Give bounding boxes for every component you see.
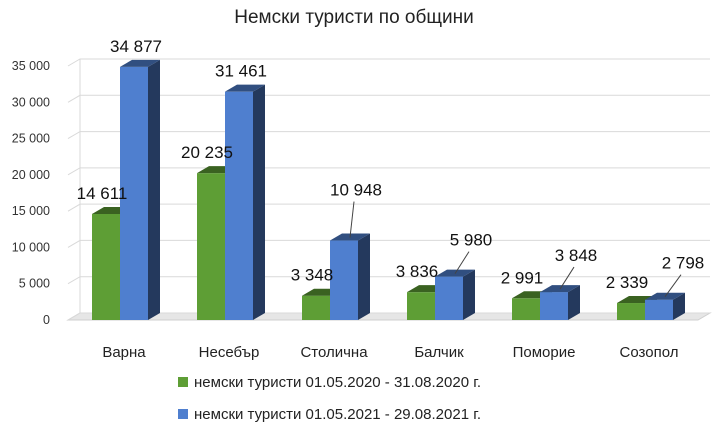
x-axis: Варна Несебър Столична Балчик Поморие Созопол	[102, 344, 678, 361]
bar-front	[512, 298, 540, 320]
bar-side	[568, 285, 580, 320]
x-tick-label: Поморие	[513, 344, 576, 361]
bar-front	[330, 240, 358, 320]
leader-line	[559, 266, 575, 290]
legend-swatch-2021	[178, 409, 188, 419]
data-label: 34 877	[110, 37, 162, 56]
leader-line	[664, 274, 682, 297]
leader-line	[454, 251, 470, 274]
gridline	[67, 131, 710, 140]
bar-front	[92, 213, 120, 320]
bar-side	[253, 84, 265, 320]
bars	[92, 59, 685, 320]
legend-swatch-2020	[178, 377, 188, 387]
bar-side	[358, 233, 370, 320]
bar-front	[302, 295, 330, 320]
y-tick-label: 25 000	[12, 132, 50, 146]
bar-front	[645, 299, 673, 320]
y-tick-label: 5 000	[19, 277, 50, 291]
chart-floor	[66, 312, 712, 321]
data-label: 2 798	[662, 254, 705, 273]
y-tick-label: 15 000	[12, 204, 50, 218]
bar-2021-5	[540, 285, 580, 320]
y-tick-label: 20 000	[12, 168, 50, 182]
bar-side	[463, 269, 475, 320]
data-label: 14 611	[77, 184, 128, 203]
bar-front	[617, 303, 645, 320]
data-label: 3 836	[396, 262, 439, 281]
bar-side	[148, 59, 160, 320]
chart-title: Немски туристи по общини	[234, 7, 473, 28]
leader-line	[349, 201, 355, 238]
bar-2021-3	[330, 233, 370, 320]
gridline	[67, 58, 710, 67]
data-label: 2 991	[501, 268, 544, 287]
data-label: 5 980	[450, 231, 493, 250]
bar-front	[197, 173, 225, 320]
bar-front	[540, 292, 568, 320]
bar-top	[225, 84, 265, 92]
gridline	[67, 239, 710, 248]
bar-top	[120, 59, 160, 67]
bar-2021-4	[435, 269, 475, 320]
bar-2021-1	[120, 59, 160, 320]
bar-front	[225, 91, 253, 320]
data-label: 20 235	[181, 143, 233, 162]
data-label: 31 461	[215, 62, 267, 81]
x-tick-label: Созопол	[620, 344, 679, 361]
bar-front	[120, 66, 148, 320]
x-tick-label: Несебър	[199, 344, 260, 361]
gridline	[67, 94, 710, 103]
y-tick-label: 30 000	[12, 95, 50, 109]
label-leader-lines	[349, 201, 682, 297]
bar-front	[435, 276, 463, 320]
gridline	[67, 203, 710, 212]
bar-front	[407, 292, 435, 320]
y-tick-label: 0	[43, 313, 50, 327]
x-tick-label: Варна	[102, 344, 146, 361]
data-labels: 14 611 34 877 20 235 31 461 3 348 10 948 3 836…	[77, 37, 705, 292]
legend: немски туристи 01.05.2020 - 31.08.2020 г…	[178, 374, 481, 423]
gridline	[67, 167, 710, 176]
bar-2021-6	[645, 292, 685, 320]
y-tick-label: 10 000	[12, 240, 50, 254]
data-label: 10 948	[330, 181, 382, 200]
legend-label-2020: немски туристи 01.05.2020 - 31.08.2020 г…	[194, 374, 481, 391]
x-tick-label: Столична	[300, 344, 368, 361]
bar-2021-2	[225, 84, 265, 320]
y-axis: 0 5 000 10 000 15 000 20 000 25 000 30 000 35 0…	[12, 59, 50, 327]
bar-side	[673, 292, 685, 320]
x-tick-label: Балчик	[414, 344, 464, 361]
data-label: 3 348	[291, 266, 334, 285]
y-tick-label: 35 000	[12, 59, 50, 73]
legend-label-2021: немски туристи 01.05.2021 - 29.08.2021 г…	[194, 406, 481, 423]
data-label: 3 848	[555, 246, 598, 265]
data-label: 2 339	[606, 273, 649, 292]
